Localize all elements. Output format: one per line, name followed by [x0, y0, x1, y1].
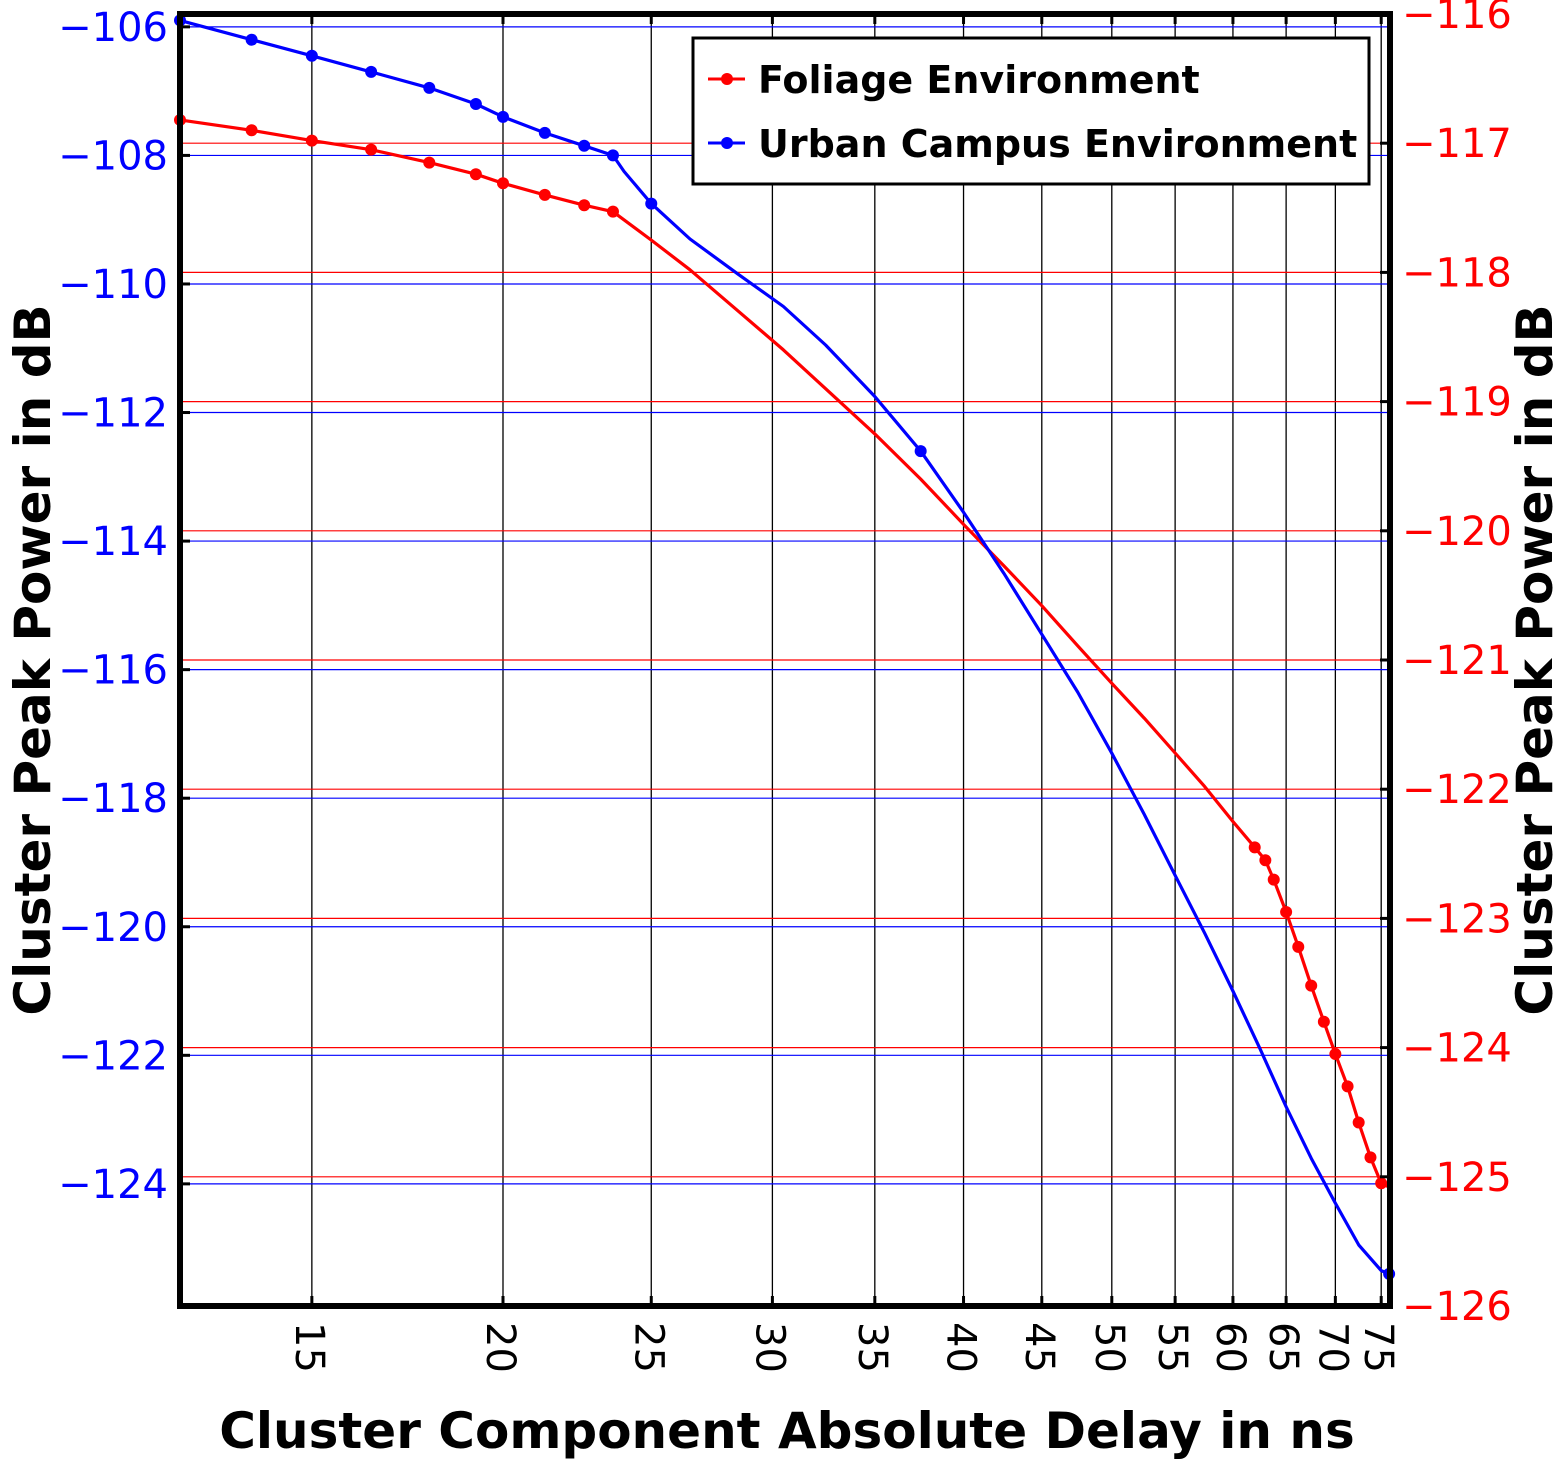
y-axis-label-right: Cluster Peak Power in dB: [1506, 304, 1564, 1015]
series-1-point: [914, 445, 927, 458]
series-1-point: [305, 49, 318, 62]
x-tick-label: 35: [849, 1322, 895, 1373]
series-0-point: [305, 134, 318, 147]
series-1-point: [578, 139, 591, 152]
ticks: [180, 12, 1390, 1308]
x-axis-label: Cluster Component Absolute Delay in ns: [219, 1402, 1355, 1460]
series-0-point: [538, 188, 551, 201]
series-line-0: [179, 118, 1390, 1189]
legend-box: [691, 36, 1371, 186]
series-0-point: [578, 199, 591, 212]
y-right-tick-label: −116: [1402, 0, 1512, 38]
x-tick-label: 15: [286, 1322, 332, 1373]
y-axis-label-left: Cluster Peak Power in dB: [4, 304, 62, 1015]
series-0-point: [1364, 1151, 1377, 1164]
series-0-point: [1352, 1116, 1365, 1129]
y-left-tick-label: −108: [58, 133, 168, 179]
x-tick-label: 30: [746, 1322, 792, 1373]
series-0-point: [496, 177, 509, 190]
x-tick-label: 20: [477, 1322, 523, 1373]
y-right-tick-label: −124: [1402, 1026, 1512, 1072]
series-layer: [174, 14, 1396, 1280]
x-tick-label: 25: [625, 1322, 671, 1373]
series-1-point: [645, 197, 658, 210]
x-tick-label: 55: [1149, 1322, 1195, 1373]
series-0-point: [423, 156, 436, 169]
x-tick-label: 50: [1086, 1322, 1132, 1373]
legend: Foliage Environment Urban Campus Environ…: [691, 36, 1371, 186]
y-right-tick-label: −119: [1402, 380, 1512, 426]
y-left-tick-label: −118: [58, 776, 168, 822]
y-left-tick-label: −112: [58, 391, 168, 437]
series-0-point: [1341, 1080, 1354, 1093]
series-1-point: [538, 126, 551, 139]
x-tick-label: 45: [1016, 1322, 1062, 1373]
x-tick-label: 60: [1207, 1322, 1253, 1373]
y-left-tick-label: −106: [58, 5, 168, 51]
series-1-point: [245, 33, 258, 46]
tick-labels: 15 20 25 30 35 40 45 50 55 60 65 70 75 −106 −108 −110 −1…: [58, 0, 1512, 1373]
y-left-tick-label: −120: [58, 905, 168, 951]
y-left-tick-label: −116: [58, 648, 168, 694]
y-right-tick-label: −118: [1402, 250, 1512, 296]
y-left-tick-label: −124: [58, 1162, 168, 1208]
y-left-tick-label: −110: [58, 262, 168, 308]
y-right-tick-label: −120: [1402, 509, 1512, 555]
series-line-1: [179, 18, 1390, 1276]
series-0-point: [1317, 1015, 1330, 1028]
series-0-point: [1280, 905, 1293, 918]
x-tick-label: 40: [938, 1322, 984, 1373]
series-0-point: [365, 143, 378, 156]
series-1-point: [365, 65, 378, 78]
legend-label-foliage: Foliage Environment: [758, 58, 1200, 102]
series-0-point: [1375, 1177, 1388, 1190]
series-1-point: [606, 149, 619, 162]
y-left-tick-label: −122: [58, 1033, 168, 1079]
y-right-tick-label: −122: [1402, 767, 1512, 813]
legend-label-urban: Urban Campus Environment: [758, 122, 1357, 166]
legend-marker-foliage: [721, 73, 733, 85]
y-right-tick-label: −121: [1402, 638, 1512, 684]
x-tick-label: 75: [1355, 1322, 1401, 1373]
series-0-point: [1267, 873, 1280, 886]
y-right-tick-label: −125: [1402, 1155, 1512, 1201]
series-1-point: [496, 110, 509, 123]
x-tick-label: 70: [1309, 1322, 1355, 1373]
series-0-point: [1259, 854, 1272, 867]
series-0-point: [1292, 940, 1305, 953]
series-1-point: [469, 97, 482, 110]
series-0-point: [1305, 979, 1318, 992]
series-0-point: [606, 205, 619, 218]
series-0-point: [1248, 841, 1261, 854]
x-tick-label: 65: [1260, 1322, 1306, 1373]
series-1-point: [423, 81, 436, 94]
series-0-point: [469, 168, 482, 181]
series-0-point: [1329, 1048, 1342, 1061]
y-left-tick-label: −114: [58, 519, 168, 565]
y-right-tick-label: −117: [1402, 121, 1512, 167]
y-right-tick-label: −126: [1402, 1284, 1512, 1330]
legend-marker-urban: [721, 137, 733, 149]
series-0-point: [245, 124, 258, 137]
y-right-tick-label: −123: [1402, 896, 1512, 942]
